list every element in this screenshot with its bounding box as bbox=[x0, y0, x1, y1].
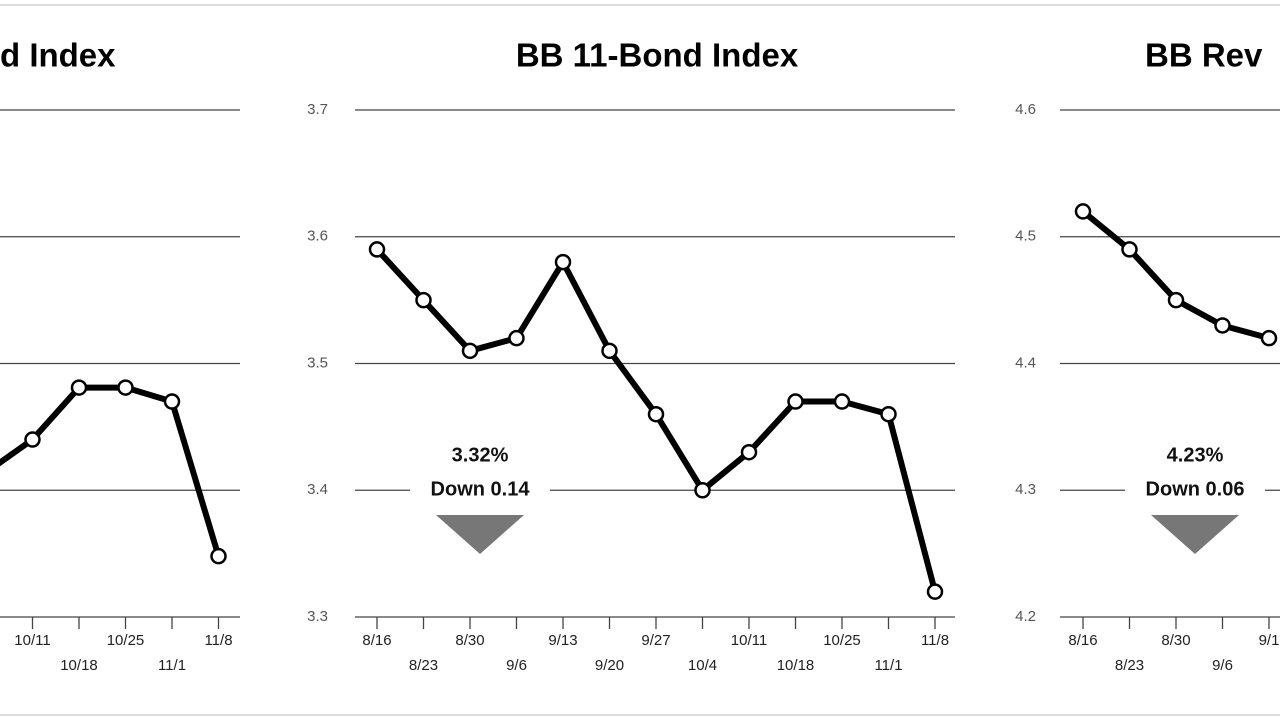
data-point bbox=[368, 241, 386, 258]
data-line bbox=[0, 384, 222, 558]
annotation: 4.23% bbox=[1167, 444, 1224, 466]
x-tick-label: 10/4 bbox=[688, 657, 717, 674]
x-tick-label: 9/6 bbox=[1212, 657, 1233, 674]
y-tick-label: 4.6 bbox=[1015, 101, 1036, 118]
x-tick-label: 8/23 bbox=[1115, 657, 1144, 674]
x-tick-label: 8/16 bbox=[362, 632, 391, 649]
data-point bbox=[1214, 317, 1231, 334]
frame bbox=[0, 4, 1280, 716]
y-tick-label: 4.2 bbox=[1015, 608, 1036, 625]
x-tick-label: 10/11 bbox=[731, 632, 767, 649]
annotation: Down 0.06 bbox=[1146, 478, 1245, 500]
x-tick-label: 9/20 bbox=[595, 657, 624, 674]
data-point bbox=[694, 482, 711, 499]
data-point bbox=[461, 342, 479, 360]
x-tick-label: 8/30 bbox=[455, 632, 484, 649]
data-point bbox=[601, 342, 618, 360]
x-tick-label: 10/18 bbox=[777, 657, 815, 674]
data-line bbox=[1081, 209, 1270, 342]
data-point bbox=[117, 379, 134, 396]
data-point bbox=[926, 583, 944, 600]
annotation: 3.32% bbox=[452, 444, 509, 466]
chart-title: BB Rev bbox=[1145, 37, 1263, 74]
y-tick-label: 4.3 bbox=[1015, 481, 1036, 498]
data-point bbox=[833, 393, 851, 410]
chart-title: d Index bbox=[0, 37, 116, 74]
x-tick-label: 11/1 bbox=[874, 657, 902, 674]
data-point bbox=[647, 405, 665, 423]
y-tick-label: 4.4 bbox=[1015, 354, 1036, 371]
y-tick-label: 3.4 bbox=[307, 481, 328, 498]
x-tick-label: 8/30 bbox=[1161, 632, 1190, 649]
data-point bbox=[1167, 291, 1185, 309]
annotation: Down 0.14 bbox=[431, 478, 531, 500]
x-tick-label: 8/16 bbox=[1068, 632, 1097, 649]
x-tick-label: 10/25 bbox=[107, 632, 145, 649]
annotation-bg bbox=[1125, 476, 1265, 504]
data-point bbox=[880, 405, 897, 423]
x-tick-label: 10/18 bbox=[60, 657, 98, 674]
data-point bbox=[163, 393, 181, 410]
y-tick-label: 4.5 bbox=[1015, 228, 1036, 245]
x-tick-label: 9/13 bbox=[548, 632, 577, 649]
annotation-bg bbox=[410, 476, 550, 504]
data-point bbox=[1121, 241, 1138, 258]
data-point bbox=[740, 443, 758, 461]
annotation-bg bbox=[410, 442, 550, 470]
x-tick-label: 9/27 bbox=[641, 632, 670, 649]
x-tick-label: 11/8 bbox=[204, 632, 232, 649]
x-tick-label: 11/1 bbox=[158, 657, 186, 674]
data-point bbox=[70, 379, 88, 396]
data-point bbox=[24, 431, 41, 448]
x-tick-label: 10/25 bbox=[823, 632, 861, 649]
down-arrow bbox=[1151, 515, 1239, 554]
x-tick-label: 9/6 bbox=[506, 657, 527, 674]
x-tick-label: 8/23 bbox=[409, 657, 438, 674]
data-point bbox=[508, 329, 525, 347]
x-tick-label: 10/11 bbox=[14, 632, 50, 649]
x-tick-label: 11/8 bbox=[921, 632, 949, 649]
annotation-bg bbox=[1125, 442, 1265, 470]
chart-title: BB 11-Bond Index bbox=[516, 37, 799, 74]
data-point bbox=[787, 393, 804, 410]
down-arrow bbox=[436, 515, 524, 554]
data-point bbox=[554, 253, 572, 271]
x-tick-label: 9/1 bbox=[1259, 632, 1280, 649]
y-tick-label: 3.5 bbox=[307, 354, 328, 371]
y-tick-label: 3.7 bbox=[307, 101, 328, 118]
y-tick-label: 3.3 bbox=[307, 608, 328, 625]
data-point bbox=[210, 547, 227, 565]
y-tick-label: 3.6 bbox=[307, 228, 328, 245]
data-point bbox=[415, 291, 432, 309]
data-point bbox=[1074, 203, 1092, 220]
data-point bbox=[1260, 329, 1278, 347]
